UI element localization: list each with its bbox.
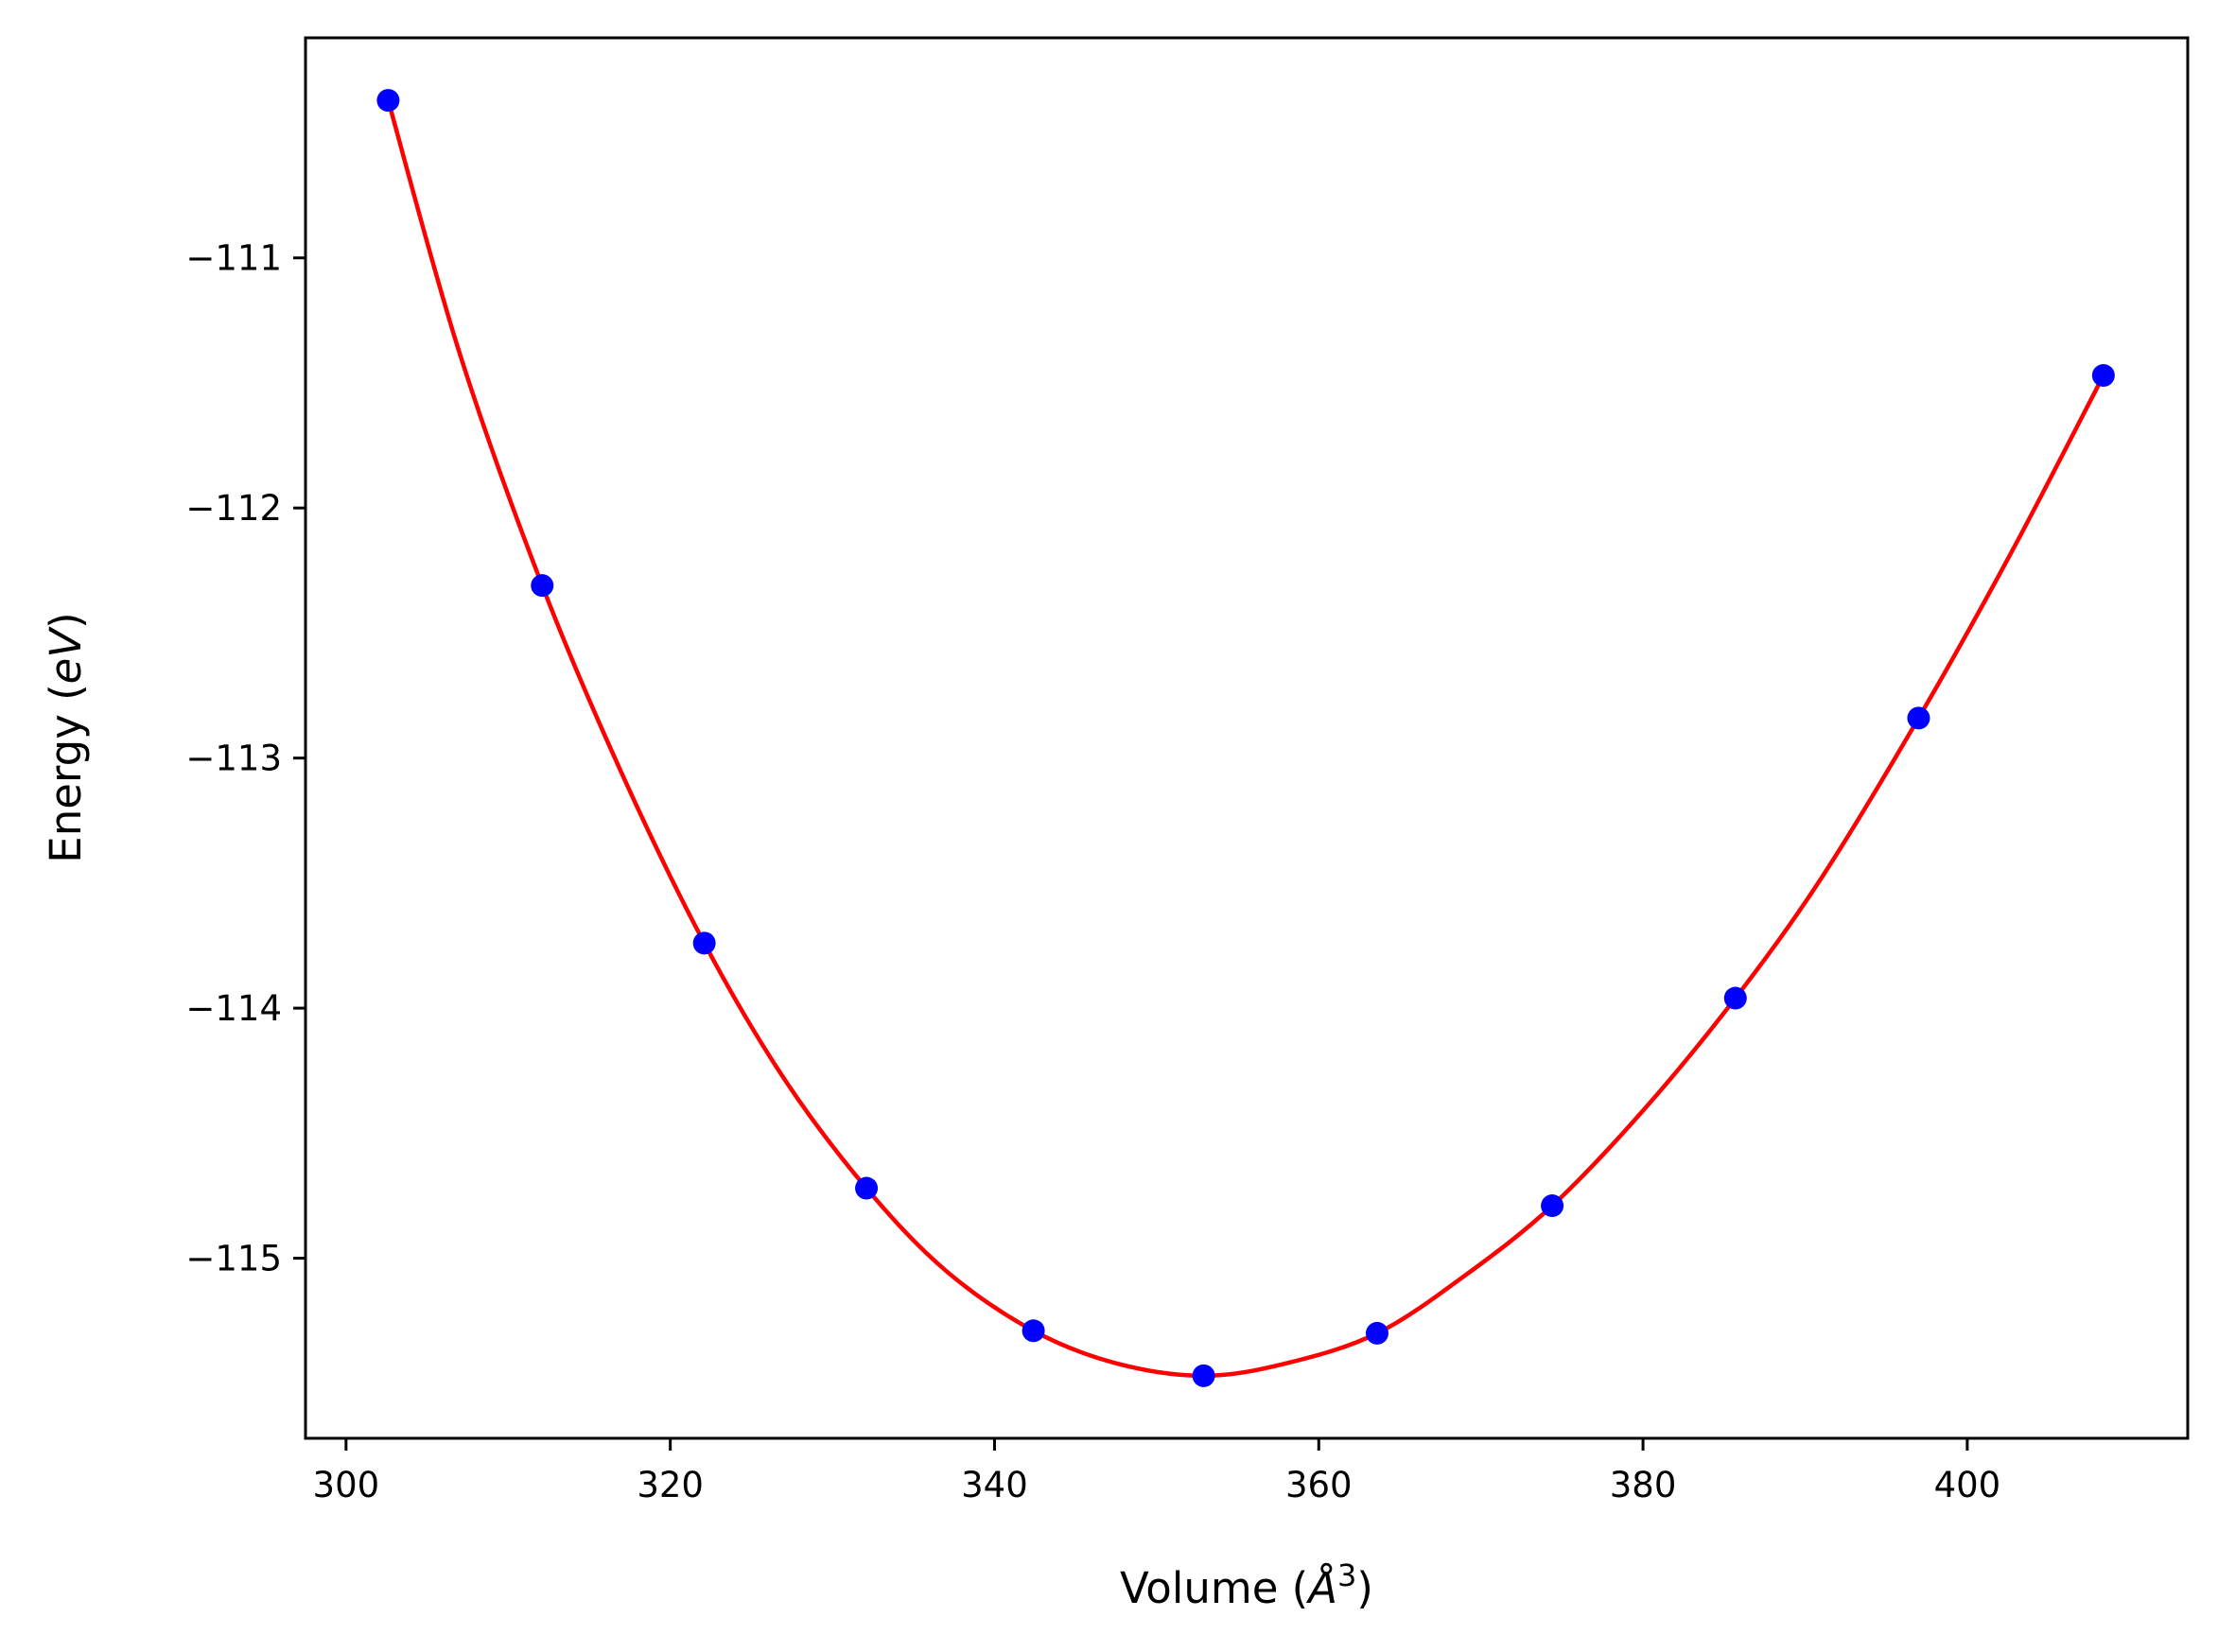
- y-axis-label: Energy (eV): [41, 612, 91, 862]
- x-tick-label: 400: [1934, 1465, 2001, 1505]
- y-tick-label: −114: [185, 988, 282, 1029]
- x-tick-label: 320: [637, 1465, 704, 1505]
- fit-curve-layer: [386, 99, 2105, 1379]
- data-point: [855, 1176, 879, 1200]
- data-point: [376, 89, 400, 113]
- fit-curve: [386, 99, 2105, 1379]
- x-tick-label: 360: [1285, 1465, 1353, 1505]
- x-tick-label: 380: [1610, 1465, 1677, 1505]
- y-tick-label: −113: [185, 739, 282, 779]
- y-tick-label: −112: [185, 488, 282, 529]
- data-point: [1022, 1319, 1045, 1343]
- data-point: [531, 574, 554, 598]
- data-point: [1723, 986, 1747, 1010]
- data-point: [1192, 1364, 1215, 1387]
- y-tick-label: −115: [185, 1239, 282, 1279]
- x-tick-label: 300: [313, 1465, 380, 1505]
- y-tick-label: −111: [185, 238, 282, 279]
- x-tick-label: 340: [961, 1465, 1028, 1505]
- plot-frame: [304, 36, 2190, 1440]
- x-axis-label: Volume (Å3): [1120, 1557, 1373, 1613]
- data-point: [1907, 706, 1930, 730]
- data-point: [1365, 1321, 1388, 1345]
- data-point: [1541, 1194, 1564, 1218]
- ticks-layer: 300 320 340 360 380 400 −111 −112 −113 −114 −115: [185, 238, 2000, 1505]
- data-point: [2091, 364, 2115, 388]
- data-points-layer: [376, 89, 2115, 1387]
- data-point: [692, 931, 716, 955]
